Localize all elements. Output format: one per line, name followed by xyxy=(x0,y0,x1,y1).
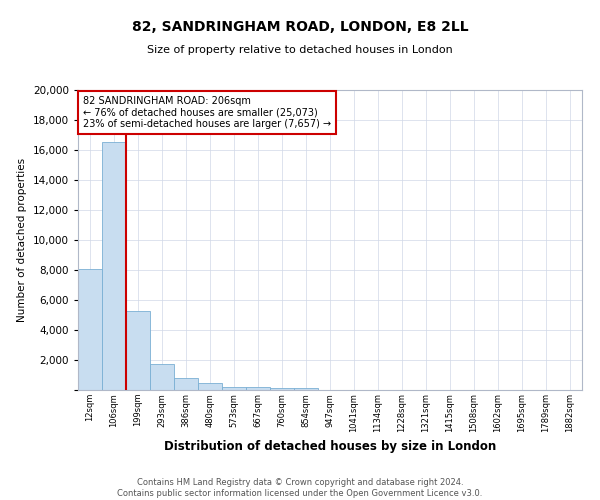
Text: Size of property relative to detached houses in London: Size of property relative to detached ho… xyxy=(147,45,453,55)
Bar xyxy=(294,388,318,390)
Bar xyxy=(270,388,294,390)
Bar xyxy=(78,268,102,390)
Y-axis label: Number of detached properties: Number of detached properties xyxy=(17,158,27,322)
Bar xyxy=(222,386,246,390)
Bar xyxy=(246,388,270,390)
Bar xyxy=(150,364,174,390)
Bar xyxy=(198,383,222,390)
Bar xyxy=(102,142,126,390)
Text: 82, SANDRINGHAM ROAD, LONDON, E8 2LL: 82, SANDRINGHAM ROAD, LONDON, E8 2LL xyxy=(131,20,469,34)
Text: Contains HM Land Registry data © Crown copyright and database right 2024.
Contai: Contains HM Land Registry data © Crown c… xyxy=(118,478,482,498)
Bar xyxy=(126,310,150,390)
Bar xyxy=(174,378,198,390)
X-axis label: Distribution of detached houses by size in London: Distribution of detached houses by size … xyxy=(164,440,496,453)
Text: 82 SANDRINGHAM ROAD: 206sqm
← 76% of detached houses are smaller (25,073)
23% of: 82 SANDRINGHAM ROAD: 206sqm ← 76% of det… xyxy=(83,96,331,129)
